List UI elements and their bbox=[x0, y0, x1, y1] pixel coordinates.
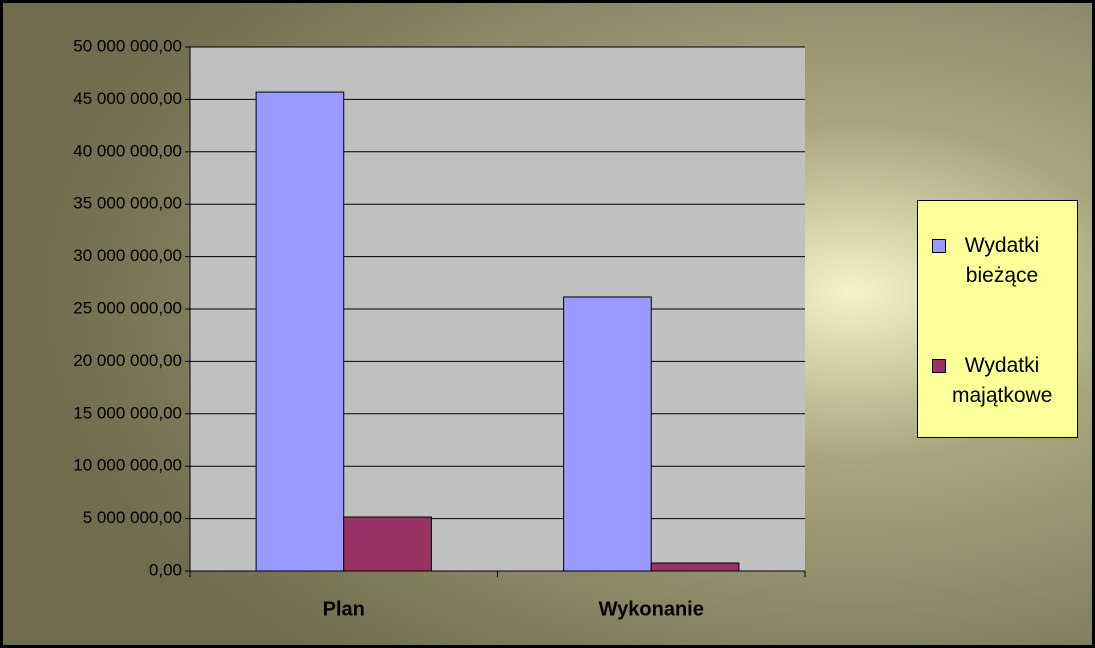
x-tick-label: Plan bbox=[323, 598, 365, 620]
legend: Wydatki bieżące Wydatki majątkowe bbox=[917, 200, 1078, 438]
y-tick-label: 30 000 000,00 bbox=[73, 246, 182, 265]
y-tick-label: 40 000 000,00 bbox=[73, 141, 182, 160]
bar bbox=[650, 562, 740, 572]
y-tick-label: 20 000 000,00 bbox=[73, 351, 182, 370]
y-tick-label: 5 000 000,00 bbox=[83, 508, 182, 527]
y-tick-label: 10 000 000,00 bbox=[73, 456, 182, 475]
y-tick-label: 0,00 bbox=[149, 560, 182, 579]
y-tick-label: 50 000 000,00 bbox=[73, 36, 182, 55]
y-tick-label: 25 000 000,00 bbox=[73, 298, 182, 317]
bar bbox=[563, 296, 652, 572]
legend-entry: Wydatki majątkowe bbox=[932, 351, 1072, 411]
x-tick-label: Wykonanie bbox=[599, 598, 704, 620]
bar bbox=[255, 91, 345, 572]
legend-swatch bbox=[932, 359, 946, 373]
legend-entry: Wydatki bieżące bbox=[932, 231, 1072, 291]
y-tick-label: 45 000 000,00 bbox=[73, 89, 182, 108]
bar bbox=[343, 516, 432, 572]
legend-label: Wydatki majątkowe bbox=[952, 354, 1053, 407]
y-tick-label: 35 000 000,00 bbox=[73, 194, 182, 213]
legend-swatch bbox=[932, 239, 946, 253]
y-tick-label: 15 000 000,00 bbox=[73, 403, 182, 422]
legend-label: Wydatki bieżące bbox=[964, 234, 1040, 287]
